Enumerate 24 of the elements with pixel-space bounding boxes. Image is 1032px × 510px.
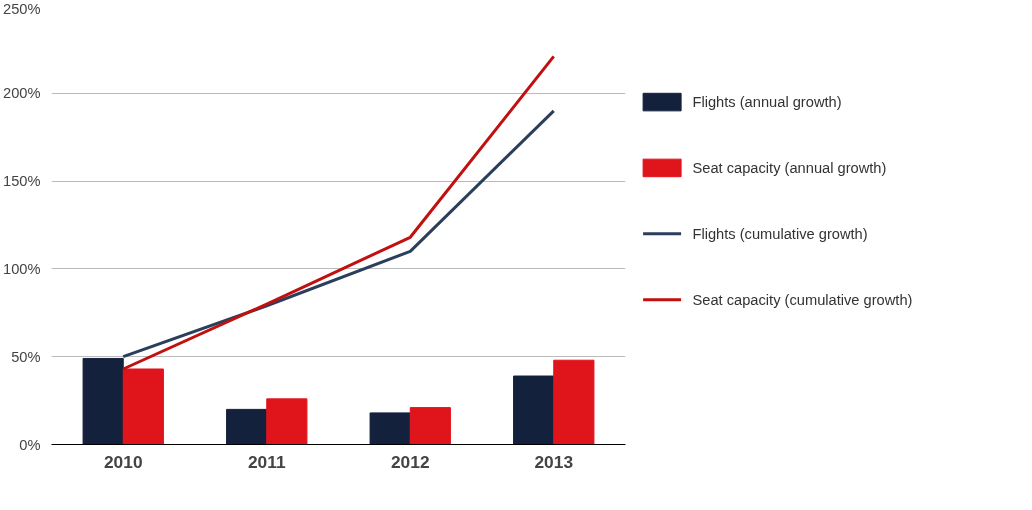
legend-label: Flights (annual growth) [692,94,842,111]
y-tick-label: 100% [3,260,41,277]
bar [122,368,164,445]
y-tick-label: 0% [19,436,41,453]
x-tick-label: 2010 [103,451,143,472]
y-tick-label: 250% [3,0,41,17]
legend-label: Seat capacity (annual growth) [692,159,887,176]
bar [553,359,595,445]
y-tick-label: 50% [11,348,41,365]
legend-label: Seat capacity (cumulative growth) [692,291,913,308]
x-tick-label: 2012 [390,451,430,472]
legend-label: Flights (cumulative growth) [692,225,868,242]
y-tick-label: 150% [3,173,41,190]
line-series [121,109,556,359]
line-series [121,54,556,371]
bar [266,398,308,445]
bar [369,412,411,445]
x-tick-label: 2013 [534,451,574,472]
bar [82,357,124,445]
bar [513,375,555,445]
bar [409,407,451,445]
bar [226,408,268,445]
y-tick-label: 200% [3,85,41,102]
x-tick-label: 2011 [247,451,286,472]
